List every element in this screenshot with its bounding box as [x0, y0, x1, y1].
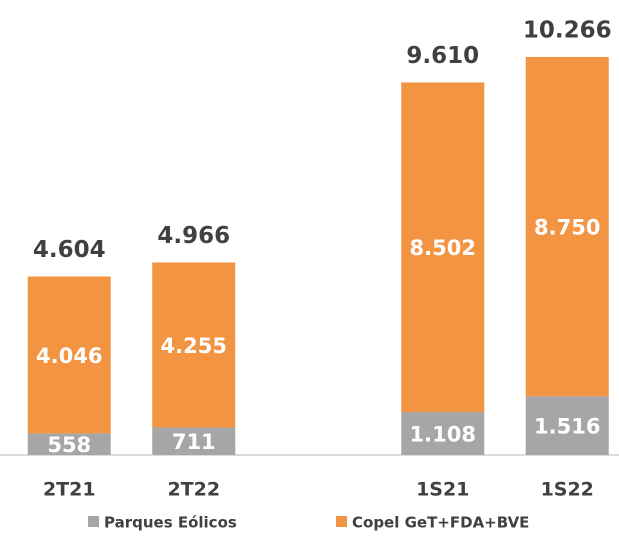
bar-segment: [525, 396, 609, 455]
bar-segment: [401, 412, 485, 455]
x-tick-label: 1S22: [541, 479, 594, 501]
value-label: 8.750: [534, 216, 600, 240]
legend-swatch: [336, 516, 347, 527]
bar-segment: [525, 57, 609, 397]
value-label: 4.255: [161, 334, 227, 358]
x-tick-label: 2T21: [43, 479, 96, 501]
x-tick-label: 1S21: [416, 479, 469, 501]
bar-segment: [27, 276, 111, 434]
total-label: 4.604: [33, 237, 106, 263]
total-label: 10.266: [523, 18, 612, 44]
legend-label: Copel GeT+FDA+BVE: [352, 514, 529, 532]
value-label: 1.108: [410, 423, 476, 447]
legend-label: Parques Eólicos: [104, 514, 237, 532]
value-label: 711: [172, 430, 216, 454]
value-label: 1.516: [534, 415, 600, 439]
bar-segment: [152, 427, 236, 455]
legend-swatch: [88, 516, 99, 527]
bar-segment: [152, 262, 236, 428]
total-label: 9.610: [406, 43, 479, 69]
x-tick-label: 2T22: [167, 479, 220, 501]
bar-segment: [27, 433, 111, 455]
value-label: 4.046: [36, 344, 102, 368]
value-label: 8.502: [410, 236, 476, 260]
total-label: 4.966: [157, 223, 230, 249]
value-label: 558: [47, 433, 91, 457]
bar-segment: [401, 82, 485, 413]
